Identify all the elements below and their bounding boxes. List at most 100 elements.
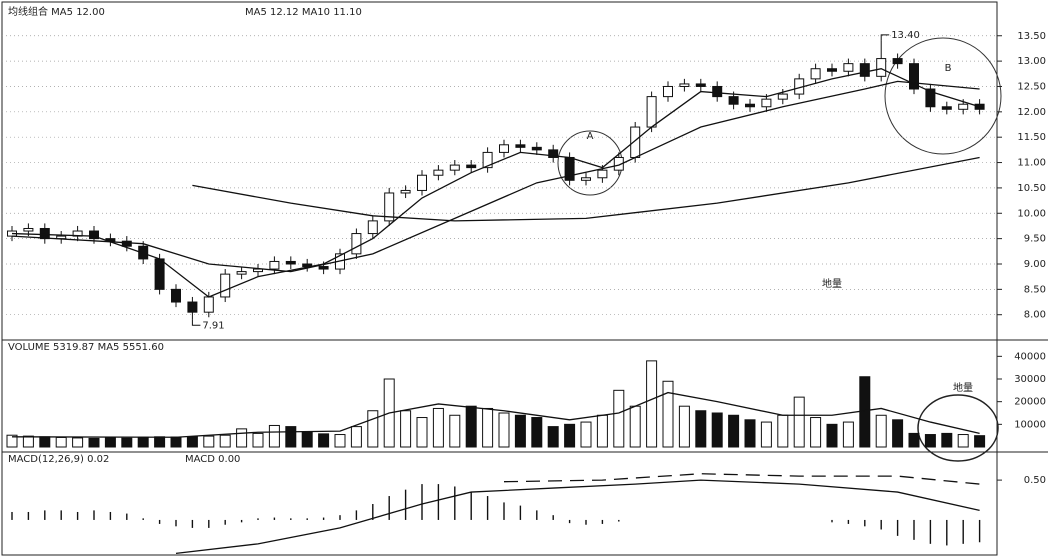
volume-bar	[547, 426, 559, 448]
candle-body	[531, 146, 542, 151]
candle-body	[269, 260, 280, 270]
candle-body	[581, 177, 591, 181]
volume-bar	[629, 405, 641, 448]
price-subtitle: MA5 12.12 MA10 11.10	[245, 7, 362, 18]
annotation: 地量	[822, 277, 842, 290]
volume-bar	[268, 424, 280, 448]
volume-bar	[301, 431, 313, 448]
volume-bar	[514, 414, 526, 448]
chart-frame	[1, 1, 998, 556]
high-label: 13.40	[891, 30, 920, 41]
ma-line	[175, 479, 980, 555]
volume-bar	[137, 436, 149, 448]
candle-body	[499, 144, 509, 153]
y-tick-label: 10.00	[1017, 208, 1046, 219]
candle-body	[89, 230, 99, 240]
candle-body	[909, 63, 919, 90]
volume-bar	[613, 389, 625, 448]
volume-bar	[203, 435, 215, 448]
candle-body	[695, 83, 706, 87]
volume-bar	[186, 436, 198, 448]
annotation: B	[945, 63, 952, 74]
y-tick-label: 11.00	[1017, 158, 1046, 169]
candle-body	[597, 169, 608, 179]
volume-bar	[531, 417, 543, 448]
macd-title: MACD(12,26,9) 0.02	[8, 454, 109, 465]
candle-body	[630, 126, 641, 158]
volume-bar	[777, 414, 789, 448]
volume-bar	[318, 433, 330, 448]
candle-body	[941, 106, 952, 110]
candle-body	[285, 260, 296, 265]
y-tick-label: 8.00	[1024, 310, 1046, 321]
volume-bar	[350, 426, 362, 448]
candle-body	[859, 63, 870, 77]
candle-body	[417, 174, 427, 191]
volume-bar	[974, 435, 986, 448]
volume-bar	[6, 434, 18, 448]
volume-bar	[564, 423, 576, 448]
candle-body	[220, 273, 231, 298]
y-tick-label: 12.00	[1017, 107, 1046, 118]
volume-bar	[88, 437, 100, 448]
candle-body	[236, 271, 247, 275]
candle-body	[351, 233, 362, 255]
volume-bar	[465, 405, 477, 448]
volume-bar	[711, 412, 723, 448]
candle-body	[187, 301, 198, 313]
y-tick-label: 9.00	[1024, 259, 1046, 270]
candle-body	[876, 58, 887, 77]
volume-bar	[432, 407, 444, 448]
low-label: 7.91	[202, 320, 224, 331]
volume-bar	[924, 434, 936, 448]
candle-body	[466, 164, 477, 169]
ma-line	[11, 68, 980, 298]
volume-bar	[908, 432, 920, 448]
volume-bar	[39, 436, 51, 448]
volume-bar	[482, 407, 494, 448]
candle-body	[318, 266, 329, 270]
candle-body	[761, 98, 772, 108]
candle-body	[433, 169, 444, 176]
candle-body	[745, 103, 755, 108]
volume-bar	[72, 437, 84, 448]
volume-bar	[826, 423, 838, 448]
volume-bar	[334, 434, 346, 448]
volume-bar	[55, 436, 67, 448]
volume-bar	[170, 436, 182, 448]
y-tick-label: 12.50	[1017, 81, 1046, 92]
volume-bar	[957, 434, 969, 448]
y-tick-label: 13.00	[1017, 56, 1046, 67]
macd-subtitle: MACD 0.00	[185, 454, 240, 465]
annotation: 地量	[953, 381, 973, 394]
volume-bar	[416, 417, 428, 448]
y-tick-label: 8.50	[1024, 284, 1046, 295]
volume-bar	[596, 414, 608, 448]
circle-b	[884, 37, 1002, 155]
volume-bar	[760, 421, 772, 448]
volume-title: VOLUME 5319.87 MA5 5551.60	[8, 342, 164, 353]
volume-bar	[842, 421, 854, 448]
candle-body	[23, 227, 34, 232]
volume-bar	[810, 417, 822, 448]
volume-bar	[662, 380, 674, 448]
circle-volume	[917, 394, 999, 462]
candle-body	[728, 96, 739, 105]
candle-body	[400, 189, 411, 194]
ma-line	[11, 391, 980, 438]
y-tick-label: 10000	[1014, 419, 1046, 430]
volume-bar	[154, 436, 166, 448]
y-tick-label: 40000	[1014, 351, 1046, 362]
candle-body	[777, 93, 788, 100]
candle-body	[39, 227, 50, 240]
volume-bar	[580, 421, 592, 448]
candle-body	[810, 68, 821, 80]
annotation: A	[587, 131, 594, 142]
volume-bar	[400, 410, 412, 448]
candle-body	[548, 149, 559, 158]
candle-body	[925, 88, 936, 108]
volume-bar	[285, 426, 297, 448]
volume-bar	[252, 432, 264, 448]
high-marker	[880, 34, 890, 41]
